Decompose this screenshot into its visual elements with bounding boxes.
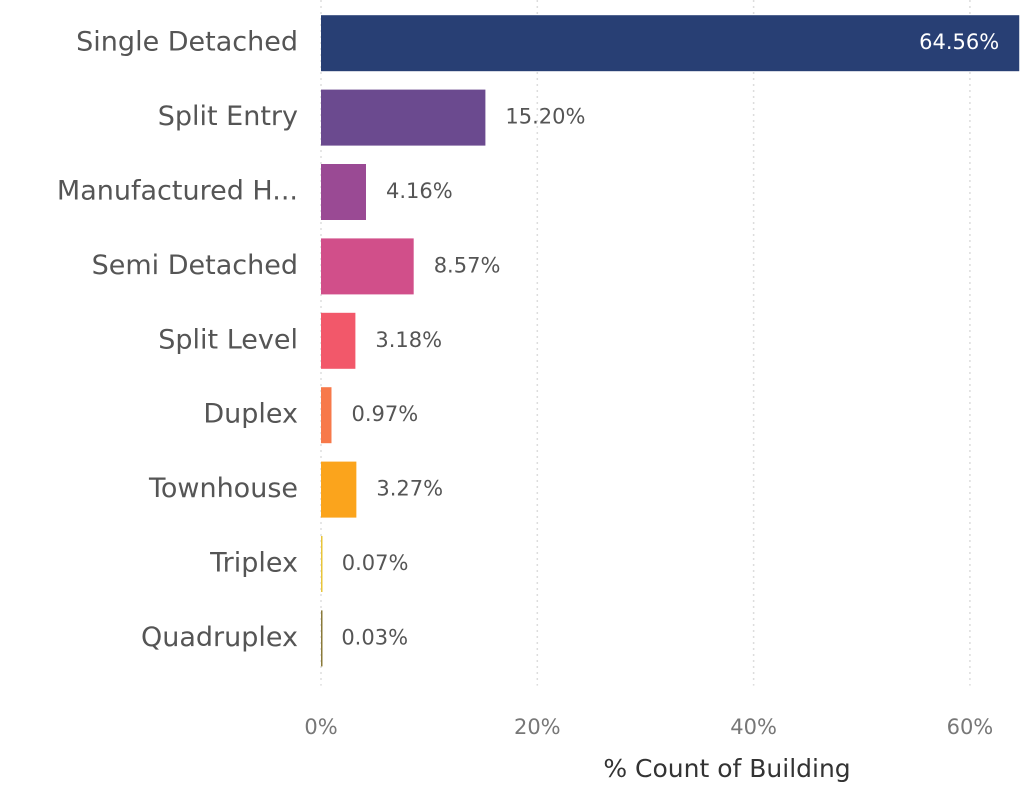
value-label: 15.20% xyxy=(505,105,585,129)
x-tick-label: 60% xyxy=(947,715,994,739)
value-label: 3.18% xyxy=(375,328,442,352)
bar xyxy=(321,387,332,444)
value-label: 4.16% xyxy=(386,179,453,203)
bar xyxy=(321,164,366,220)
category-label: Triplex xyxy=(209,548,298,579)
bar xyxy=(321,238,414,295)
category-label: Split Level xyxy=(158,324,298,355)
category-label: Single Detached xyxy=(76,27,298,58)
category-label: Semi Detached xyxy=(92,250,298,281)
value-label: 0.07% xyxy=(342,551,409,575)
bar xyxy=(321,610,323,667)
category-label: Townhouse xyxy=(148,473,298,504)
bar xyxy=(321,15,1020,72)
bar xyxy=(321,536,323,592)
value-label: 3.27% xyxy=(376,477,443,501)
x-tick-label: 40% xyxy=(730,715,777,739)
bar xyxy=(321,461,357,518)
bar xyxy=(321,312,356,369)
category-label: Split Entry xyxy=(158,101,298,132)
x-tick-label: 20% xyxy=(514,715,561,739)
value-label: 8.57% xyxy=(434,253,501,277)
category-label: Duplex xyxy=(203,399,298,430)
category-label: Manufactured H... xyxy=(57,176,298,207)
x-tick-label: 0% xyxy=(304,715,337,739)
bar xyxy=(321,89,486,146)
value-label: 64.56% xyxy=(919,30,999,54)
category-label: Quadruplex xyxy=(141,622,298,653)
x-axis-title: % Count of Building xyxy=(603,754,850,783)
value-label: 0.97% xyxy=(351,402,418,426)
value-label: 0.03% xyxy=(341,625,408,649)
